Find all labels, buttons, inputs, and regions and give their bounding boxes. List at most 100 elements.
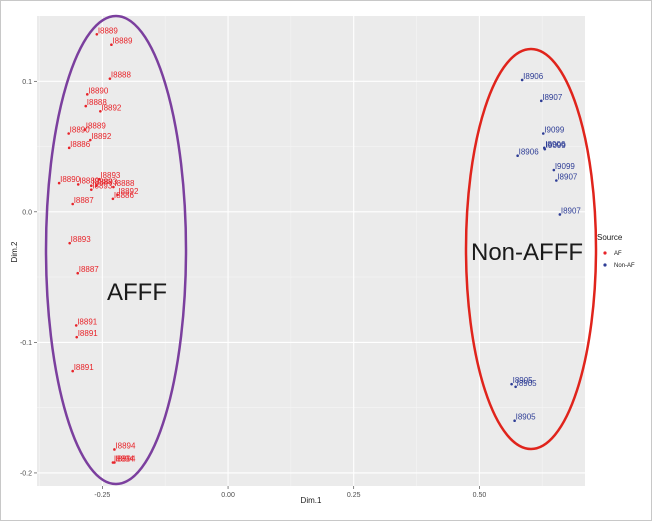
point-label-non-af: I8905 <box>517 379 538 388</box>
point-label-non-af: I8907 <box>542 93 563 102</box>
point-non-af <box>513 419 516 423</box>
afff-cluster-label: AFFF <box>107 279 167 306</box>
y-tick-label: -0.2 <box>20 470 32 477</box>
y-axis-title: Dim.2 <box>10 241 19 262</box>
point-label-non-af: I8907 <box>561 206 582 215</box>
point-label-non-af: I8907 <box>557 173 578 182</box>
afff-cluster-ellipse <box>44 14 188 486</box>
legend-entry-non-af: Non-AF <box>603 263 635 269</box>
point-label-af: I8890 <box>88 86 109 95</box>
point-af <box>95 32 99 36</box>
point-af <box>76 183 80 186</box>
point-non-af <box>543 147 547 151</box>
point-af <box>83 128 87 131</box>
point-non-af <box>510 382 513 386</box>
point-af <box>67 146 71 150</box>
point-label-af: I8891 <box>74 363 95 372</box>
point-label-af: I8888 <box>87 98 108 107</box>
point-af <box>76 271 80 275</box>
point-af <box>75 335 79 339</box>
data-points: I8889I8889I8888I8890I8888I8892I8889I8890… <box>57 26 582 464</box>
point-label-af: I8886 <box>70 140 91 149</box>
point-af <box>98 177 101 181</box>
minor-gridlines <box>37 16 585 486</box>
point-af <box>99 110 102 113</box>
point-label-af: I8891 <box>77 317 98 326</box>
point-label-af: I8886 <box>114 191 135 200</box>
point-non-af <box>541 132 545 135</box>
point-af <box>108 77 112 80</box>
point-af <box>113 461 116 464</box>
point-af <box>95 184 98 188</box>
legend-entry-af: AF <box>603 251 622 257</box>
point-af <box>84 104 88 108</box>
point-label-non-af: I8905 <box>516 413 537 422</box>
point-label-af: I8892 <box>91 132 112 141</box>
point-label-af: I8887 <box>79 265 100 274</box>
point-label-non-af: I8906 <box>523 72 544 81</box>
legend-label-non-af: Non-AF <box>614 263 635 269</box>
point-label-af: I8890 <box>70 126 91 135</box>
point-non-af <box>552 168 556 172</box>
y-tick-label: 0.0 <box>22 209 32 216</box>
point-label-af: I8893 <box>100 171 121 180</box>
point-af <box>110 43 113 47</box>
point-label-af: I8888 <box>92 178 113 187</box>
x-tick-label: 0.25 <box>347 492 361 499</box>
point-label-non-af: I9099 <box>546 141 567 150</box>
point-non-af <box>516 154 519 157</box>
point-label-af: I8887 <box>74 196 95 205</box>
point-af <box>71 202 74 206</box>
point-label-af: I8894 <box>114 455 135 464</box>
point-label-af: I8889 <box>86 122 107 131</box>
point-af <box>111 197 115 201</box>
point-label-non-af: I8906 <box>545 140 566 149</box>
point-label-af: I8892 <box>118 187 139 196</box>
point-af <box>113 448 116 451</box>
point-label-af: I8894 <box>115 455 136 464</box>
point-af <box>71 369 74 373</box>
major-gridlines <box>37 16 585 486</box>
y-tick-label: 0.1 <box>22 79 32 86</box>
point-label-af: I8894 <box>115 441 136 450</box>
legend-key-af <box>603 251 607 255</box>
point-label-non-af: I9099 <box>555 162 576 171</box>
point-label-non-af: I8905 <box>513 376 534 385</box>
point-af <box>89 184 93 188</box>
point-non-af <box>558 213 562 216</box>
point-af <box>85 93 89 96</box>
point-label-af: I8889 <box>112 37 133 46</box>
x-tick-label: 0.50 <box>473 492 487 499</box>
point-label-af: I8891 <box>78 329 99 338</box>
point-af <box>112 185 115 189</box>
y-tick-label: -0.1 <box>20 340 32 347</box>
point-label-af: I8889 <box>98 26 119 35</box>
x-tick-label: 0.00 <box>221 492 235 499</box>
x-axis-ticks: -0.25 0.00 0.25 0.50 <box>94 486 486 499</box>
point-label-non-af: I8906 <box>519 148 540 157</box>
point-label-non-af: I9099 <box>544 126 565 135</box>
point-label-af: I8893 <box>71 235 92 244</box>
point-af <box>67 132 70 135</box>
legend-label-af: AF <box>614 251 622 257</box>
point-af <box>68 241 71 245</box>
x-axis-title: Dim.1 <box>301 496 322 505</box>
point-label-af: I8893 <box>97 178 118 187</box>
point-label-af: I8888 <box>111 71 132 80</box>
non-afff-cluster-ellipse <box>464 47 598 451</box>
point-af <box>116 193 119 197</box>
point-label-af: I8889 <box>79 176 100 185</box>
legend-key-non-af <box>603 263 607 267</box>
point-af <box>57 181 61 185</box>
point-non-af <box>555 179 558 182</box>
point-non-af <box>539 99 543 103</box>
point-af <box>89 188 93 191</box>
point-label-af: I8888 <box>114 179 135 188</box>
point-non-af <box>514 385 517 389</box>
y-axis-ticks: -0.2 -0.1 0.0 0.1 <box>20 79 37 477</box>
point-label-af: I8893 <box>92 182 113 191</box>
legend-title: Source <box>597 233 623 242</box>
non-afff-cluster-label: Non-AFFF <box>471 239 583 266</box>
legend: Source AF Non-AF <box>597 233 635 269</box>
